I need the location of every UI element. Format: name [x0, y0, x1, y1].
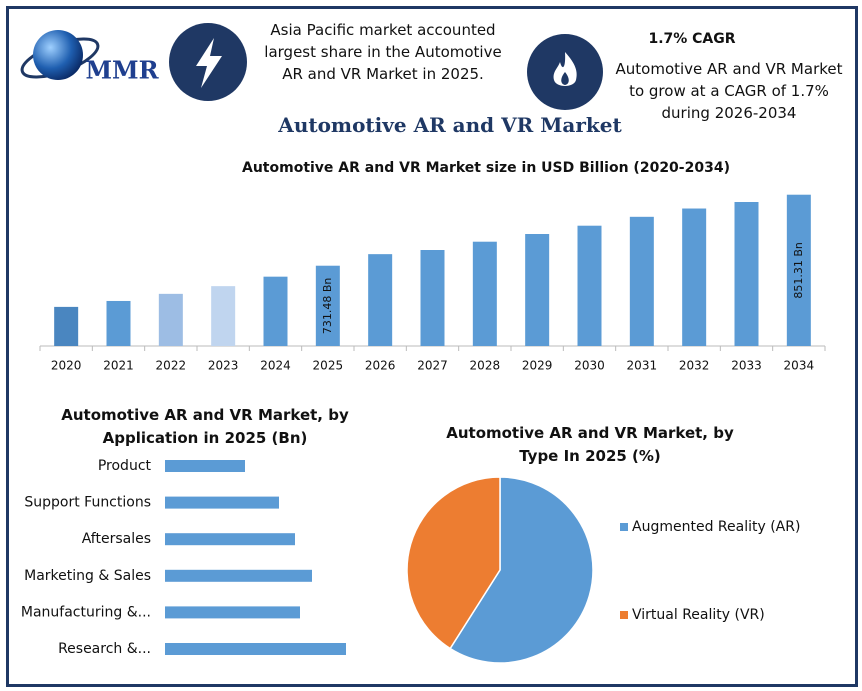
x-tick-label: 2021 [103, 359, 134, 373]
bar [54, 306, 79, 346]
x-tick-label: 2029 [522, 359, 553, 373]
cagr-text: Automotive AR and VR Market to grow at a… [615, 60, 843, 122]
logo-text: MMR [85, 56, 159, 85]
main-title: Automotive AR and VR Market [278, 113, 622, 137]
bar [165, 606, 300, 619]
x-tick-label: 2020 [51, 359, 82, 373]
x-tick-label: 2027 [417, 359, 448, 373]
bar [165, 643, 346, 655]
bar [165, 460, 245, 472]
bar [165, 569, 312, 582]
bar [734, 202, 759, 346]
bar [472, 241, 497, 346]
bar [786, 194, 811, 346]
x-tick-label: 2028 [470, 359, 501, 373]
icon-flame-core [561, 72, 569, 85]
legend-swatch [620, 523, 628, 531]
x-tick-label: 2025 [313, 359, 344, 373]
bar [682, 208, 707, 346]
x-tick-label: 2026 [365, 359, 396, 373]
bar [420, 250, 445, 346]
bar [368, 254, 393, 346]
x-tick-label: 2023 [208, 359, 239, 373]
y-tick-label: Product [98, 458, 152, 474]
x-tick-label: 2024 [260, 359, 291, 373]
bar [158, 293, 183, 346]
y-tick-label: Marketing & Sales [24, 568, 151, 584]
x-tick-label: 2032 [679, 359, 710, 373]
y-tick-label: Aftersales [82, 531, 151, 547]
cagr-title: 1.7% CAGR [648, 31, 736, 47]
icon-flame [553, 52, 577, 86]
pie-slice [449, 476, 594, 664]
bar [577, 225, 602, 346]
pie-slice [406, 476, 501, 650]
legend-label: Virtual Reality (VR) [632, 607, 765, 623]
x-tick-label: 2022 [156, 359, 187, 373]
bar [525, 234, 550, 346]
bar [165, 496, 279, 509]
legend-label: Augmented Reality (AR) [632, 519, 800, 535]
x-tick-label: 2034 [784, 359, 815, 373]
left-text: Asia Pacific market accounted largest sh… [264, 21, 502, 83]
bar [629, 216, 654, 346]
value-label: 851.31 Bn [792, 242, 805, 299]
frame [6, 6, 858, 687]
bar [211, 286, 236, 346]
chart-title: Automotive AR and VR Market, by Applicat… [61, 406, 349, 447]
x-tick-label: 2033 [731, 359, 762, 373]
y-tick-label: Support Functions [24, 495, 151, 511]
value-label: 731.48 Bn [321, 278, 334, 335]
logo-globe [33, 30, 83, 80]
bar [315, 265, 340, 346]
x-tick-label: 2030 [574, 359, 605, 373]
bar [263, 276, 288, 346]
y-tick-label: Manufacturing &... [21, 604, 151, 620]
chart-title: Automotive AR and VR Market size in USD … [242, 160, 730, 176]
x-tick-label: 2031 [627, 359, 658, 373]
bar [106, 300, 131, 346]
icon-bolt [196, 38, 222, 88]
chart-title: Automotive AR and VR Market, by Type In … [446, 424, 734, 465]
bar [165, 533, 295, 546]
y-tick-label: Research &... [58, 641, 151, 657]
legend-swatch [620, 611, 628, 619]
